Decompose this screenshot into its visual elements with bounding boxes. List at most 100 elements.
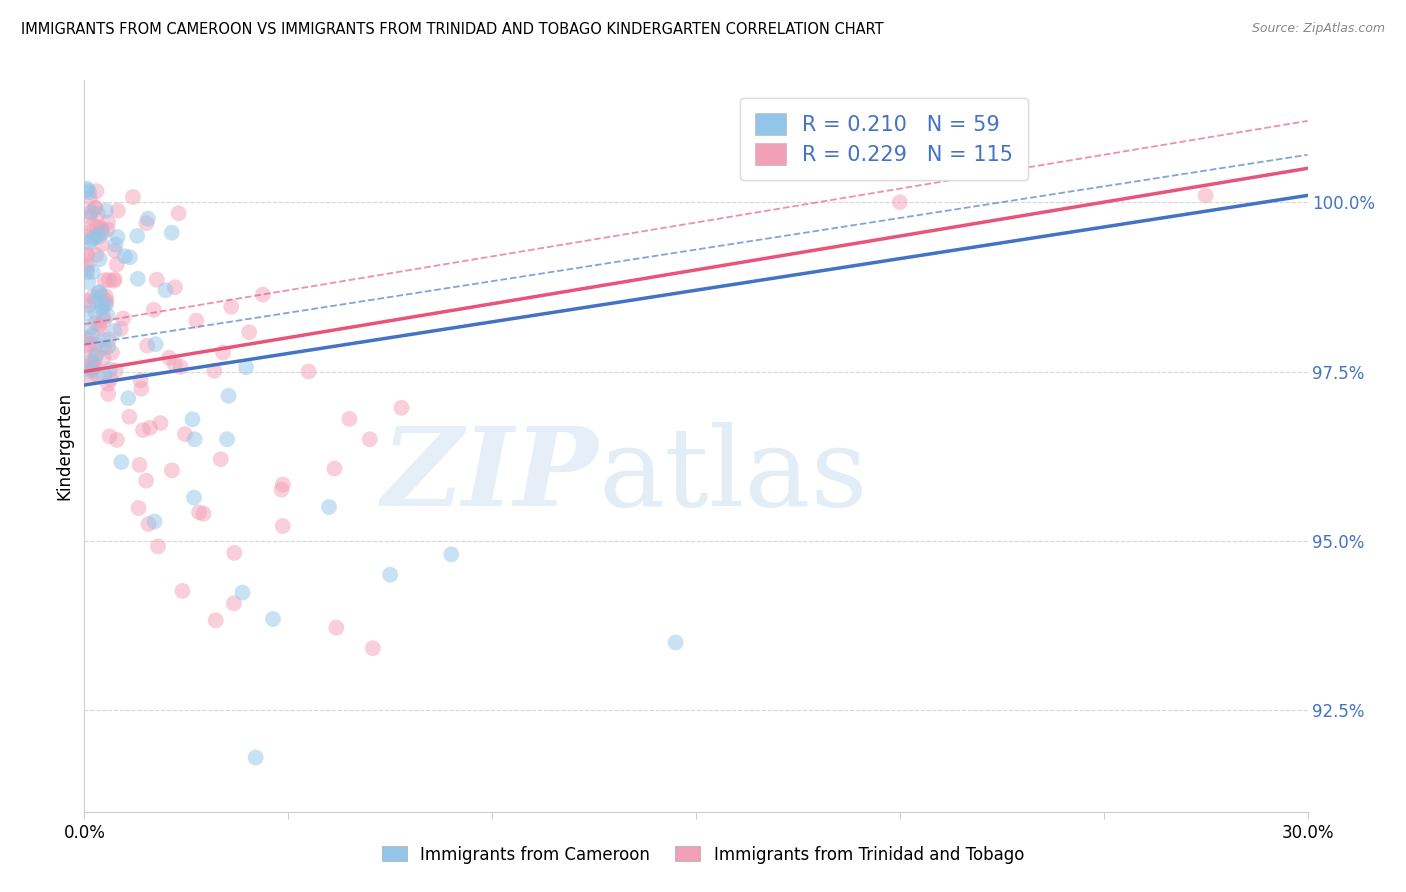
Immigrants from Cameroon bbox=[86, 347, 108, 361]
Immigrants from Cameroon bbox=[96, 309, 118, 323]
Immigrants from Cameroon bbox=[665, 635, 688, 649]
Immigrants from Trinidad and Tobago bbox=[86, 368, 108, 383]
Immigrants from Trinidad and Tobago bbox=[163, 357, 186, 371]
Immigrants from Cameroon bbox=[79, 319, 101, 334]
Immigrants from Cameroon bbox=[107, 230, 129, 244]
Immigrants from Trinidad and Tobago bbox=[84, 201, 107, 215]
Immigrants from Trinidad and Tobago bbox=[172, 583, 194, 598]
Immigrants from Trinidad and Tobago bbox=[82, 289, 104, 303]
Immigrants from Trinidad and Tobago bbox=[76, 230, 98, 244]
Immigrants from Trinidad and Tobago bbox=[76, 258, 98, 272]
Immigrants from Trinidad and Tobago bbox=[146, 540, 169, 554]
Immigrants from Trinidad and Tobago bbox=[146, 273, 169, 287]
Immigrants from Trinidad and Tobago bbox=[96, 293, 118, 308]
Immigrants from Trinidad and Tobago bbox=[149, 416, 172, 430]
Immigrants from Trinidad and Tobago bbox=[104, 244, 127, 258]
Immigrants from Trinidad and Tobago bbox=[188, 505, 211, 519]
Immigrants from Trinidad and Tobago bbox=[271, 519, 294, 533]
Immigrants from Trinidad and Tobago bbox=[323, 461, 346, 475]
Immigrants from Cameroon bbox=[77, 186, 100, 200]
Immigrants from Trinidad and Tobago bbox=[131, 382, 153, 396]
Immigrants from Trinidad and Tobago bbox=[93, 313, 115, 327]
Immigrants from Cameroon bbox=[217, 432, 239, 446]
Immigrants from Cameroon bbox=[77, 275, 100, 289]
Immigrants from Cameroon bbox=[127, 228, 149, 243]
Immigrants from Trinidad and Tobago bbox=[84, 201, 107, 215]
Immigrants from Cameroon bbox=[380, 567, 402, 582]
Immigrants from Trinidad and Tobago bbox=[90, 237, 112, 252]
Immigrants from Trinidad and Tobago bbox=[222, 596, 245, 610]
Immigrants from Trinidad and Tobago bbox=[122, 190, 145, 204]
Immigrants from Trinidad and Tobago bbox=[84, 349, 107, 363]
Immigrants from Cameroon bbox=[440, 547, 463, 561]
Immigrants from Trinidad and Tobago bbox=[90, 288, 112, 302]
Immigrants from Trinidad and Tobago bbox=[77, 298, 100, 312]
Immigrants from Trinidad and Tobago bbox=[270, 483, 292, 497]
Immigrants from Cameroon bbox=[143, 515, 166, 529]
Immigrants from Trinidad and Tobago bbox=[174, 427, 197, 442]
Immigrants from Trinidad and Tobago bbox=[80, 225, 103, 239]
Immigrants from Trinidad and Tobago bbox=[129, 373, 152, 387]
Immigrants from Trinidad and Tobago bbox=[80, 350, 103, 364]
Immigrants from Trinidad and Tobago bbox=[219, 300, 242, 314]
Immigrants from Trinidad and Tobago bbox=[142, 302, 165, 317]
Immigrants from Trinidad and Tobago bbox=[91, 310, 114, 324]
Immigrants from Trinidad and Tobago bbox=[139, 421, 162, 435]
Immigrants from Trinidad and Tobago bbox=[339, 412, 361, 426]
Text: Source: ZipAtlas.com: Source: ZipAtlas.com bbox=[1251, 22, 1385, 36]
Immigrants from Trinidad and Tobago bbox=[84, 337, 107, 351]
Immigrants from Trinidad and Tobago bbox=[84, 359, 107, 374]
Immigrants from Trinidad and Tobago bbox=[165, 280, 187, 294]
Immigrants from Trinidad and Tobago bbox=[96, 295, 118, 310]
Immigrants from Trinidad and Tobago bbox=[138, 517, 160, 532]
Immigrants from Trinidad and Tobago bbox=[104, 272, 127, 286]
Immigrants from Cameroon bbox=[183, 491, 205, 505]
Immigrants from Trinidad and Tobago bbox=[889, 195, 911, 210]
Immigrants from Trinidad and Tobago bbox=[1195, 188, 1218, 202]
Immigrants from Trinidad and Tobago bbox=[107, 203, 129, 218]
Immigrants from Cameroon bbox=[93, 368, 115, 383]
Immigrants from Cameroon bbox=[87, 285, 110, 300]
Immigrants from Cameroon bbox=[318, 500, 340, 514]
Legend: Immigrants from Cameroon, Immigrants from Trinidad and Tobago: Immigrants from Cameroon, Immigrants fro… bbox=[375, 839, 1031, 871]
Immigrants from Cameroon bbox=[82, 328, 104, 343]
Immigrants from Trinidad and Tobago bbox=[76, 293, 98, 308]
Immigrants from Trinidad and Tobago bbox=[86, 248, 108, 262]
Immigrants from Trinidad and Tobago bbox=[90, 222, 112, 236]
Immigrants from Trinidad and Tobago bbox=[212, 345, 235, 359]
Immigrants from Trinidad and Tobago bbox=[89, 220, 111, 235]
Immigrants from Cameroon bbox=[104, 237, 127, 252]
Immigrants from Cameroon bbox=[155, 283, 177, 297]
Immigrants from Cameroon bbox=[90, 301, 112, 316]
Immigrants from Cameroon bbox=[218, 389, 240, 403]
Immigrants from Trinidad and Tobago bbox=[93, 351, 115, 365]
Immigrants from Trinidad and Tobago bbox=[82, 361, 104, 376]
Immigrants from Trinidad and Tobago bbox=[157, 351, 180, 365]
Immigrants from Cameroon bbox=[91, 226, 114, 240]
Immigrants from Trinidad and Tobago bbox=[135, 216, 157, 230]
Immigrants from Trinidad and Tobago bbox=[97, 273, 120, 287]
Immigrants from Cameroon bbox=[117, 391, 139, 405]
Immigrants from Trinidad and Tobago bbox=[82, 358, 104, 372]
Immigrants from Cameroon bbox=[80, 364, 103, 378]
Immigrants from Trinidad and Tobago bbox=[361, 641, 384, 656]
Immigrants from Cameroon bbox=[76, 183, 98, 197]
Immigrants from Trinidad and Tobago bbox=[97, 332, 120, 346]
Immigrants from Cameroon bbox=[77, 235, 100, 249]
Immigrants from Cameroon bbox=[89, 252, 111, 267]
Immigrants from Trinidad and Tobago bbox=[135, 474, 157, 488]
Immigrants from Cameroon bbox=[114, 249, 136, 263]
Immigrants from Trinidad and Tobago bbox=[76, 248, 98, 262]
Immigrants from Trinidad and Tobago bbox=[77, 338, 100, 352]
Immigrants from Trinidad and Tobago bbox=[132, 423, 155, 437]
Immigrants from Trinidad and Tobago bbox=[79, 192, 101, 206]
Immigrants from Trinidad and Tobago bbox=[105, 433, 128, 447]
Immigrants from Trinidad and Tobago bbox=[98, 429, 121, 443]
Immigrants from Trinidad and Tobago bbox=[391, 401, 413, 415]
Immigrants from Cameroon bbox=[245, 750, 267, 764]
Immigrants from Trinidad and Tobago bbox=[224, 546, 246, 560]
Immigrants from Trinidad and Tobago bbox=[86, 227, 108, 242]
Immigrants from Trinidad and Tobago bbox=[76, 246, 98, 260]
Immigrants from Trinidad and Tobago bbox=[96, 222, 118, 236]
Immigrants from Trinidad and Tobago bbox=[76, 332, 98, 346]
